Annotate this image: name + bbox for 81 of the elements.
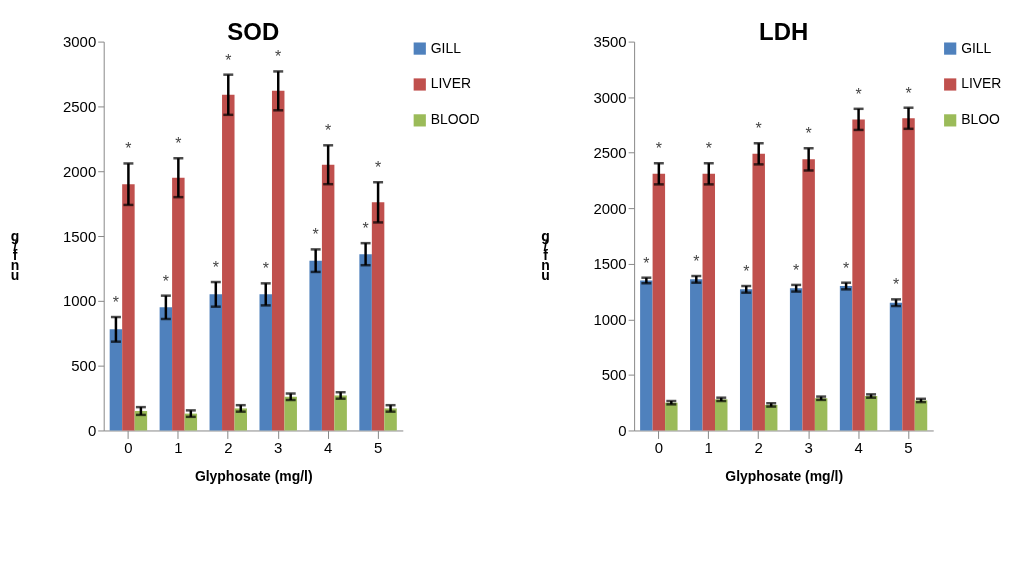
data-label: *	[362, 220, 369, 238]
x-tick-label: 2	[754, 438, 763, 456]
data-label: *	[842, 259, 850, 277]
y-tick-label: 500	[601, 366, 627, 384]
data-label: *	[892, 276, 900, 294]
bar	[702, 173, 716, 431]
bar	[259, 294, 272, 431]
legend-label: BLOOD	[430, 111, 480, 128]
bar	[172, 177, 185, 431]
x-tick-label: 3	[804, 438, 813, 456]
legend-label: GILL	[961, 39, 992, 56]
x-tick-label: 5	[904, 438, 913, 456]
x-tick-label: 0	[654, 438, 663, 456]
x-tick-label: 3	[274, 438, 283, 456]
x-axis-title: Glyphosate (mg/l)	[725, 467, 844, 484]
legend-label: LIVER	[961, 75, 1002, 92]
bar	[122, 184, 135, 431]
bar	[652, 173, 666, 431]
x-axis-title: Glyphosate (mg/l)	[194, 467, 313, 484]
data-label: *	[655, 140, 662, 158]
data-label: *	[805, 125, 812, 143]
bar	[271, 90, 285, 431]
legend-label: LIVER	[430, 75, 472, 92]
bar	[109, 329, 123, 431]
x-tick-label: 4	[324, 438, 333, 456]
y-tick-label: 2500	[593, 144, 627, 162]
data-label: *	[312, 226, 319, 244]
bar	[752, 153, 765, 431]
chart-title: LDH	[759, 17, 809, 45]
bar	[371, 202, 385, 431]
data-label: *	[705, 140, 712, 158]
y-tick-label: 500	[71, 357, 97, 375]
bar	[802, 159, 815, 431]
data-label: *	[162, 272, 169, 290]
data-label: *	[125, 140, 132, 158]
bar	[159, 307, 173, 431]
x-tick-label: 1	[174, 438, 183, 456]
y-tick-label: 0	[87, 421, 97, 439]
data-label: *	[325, 122, 332, 140]
data-label: *	[262, 260, 269, 278]
x-tick-label: 5	[373, 438, 383, 456]
data-label: *	[755, 120, 762, 138]
y-tick-label: 3500	[593, 33, 627, 51]
bar	[359, 254, 372, 431]
y-tick-label: 1000	[62, 292, 97, 310]
data-label: *	[374, 159, 382, 177]
bar	[222, 94, 235, 431]
data-label: *	[175, 135, 182, 153]
y-tick-label: 2500	[62, 97, 97, 115]
bar	[864, 396, 878, 431]
legend-label: BLOO	[961, 111, 1001, 128]
y-tick-label: 1000	[593, 310, 627, 328]
x-tick-label: 4	[854, 438, 863, 456]
y-tick-label: 3000	[593, 88, 627, 106]
bar	[852, 119, 865, 431]
data-label: *	[112, 294, 120, 312]
legend-label: GILL	[430, 39, 462, 56]
bar	[902, 118, 915, 431]
chart-title: SOD	[227, 17, 280, 45]
bar	[309, 260, 322, 431]
data-label: *	[743, 263, 750, 281]
bar	[321, 164, 335, 431]
x-tick-label: 0	[124, 438, 133, 456]
x-tick-label: 1	[704, 438, 713, 456]
data-label: *	[793, 261, 800, 279]
y-tick-label: 0	[618, 421, 627, 439]
data-label: *	[212, 259, 219, 277]
data-label: *	[693, 253, 700, 271]
y-tick-label: 1500	[62, 227, 97, 245]
y-tick-label: 2000	[62, 162, 97, 180]
x-tick-label: 2	[224, 438, 233, 456]
data-label: *	[225, 51, 232, 69]
y-tick-label: 3000	[62, 33, 97, 51]
y-tick-label: 1500	[593, 255, 627, 273]
bar	[665, 402, 678, 431]
bar	[209, 294, 223, 431]
data-label: *	[275, 48, 282, 66]
y-tick-label: 2000	[593, 199, 627, 217]
data-label: *	[643, 254, 650, 272]
data-label: *	[905, 84, 912, 102]
data-label: *	[855, 85, 862, 103]
